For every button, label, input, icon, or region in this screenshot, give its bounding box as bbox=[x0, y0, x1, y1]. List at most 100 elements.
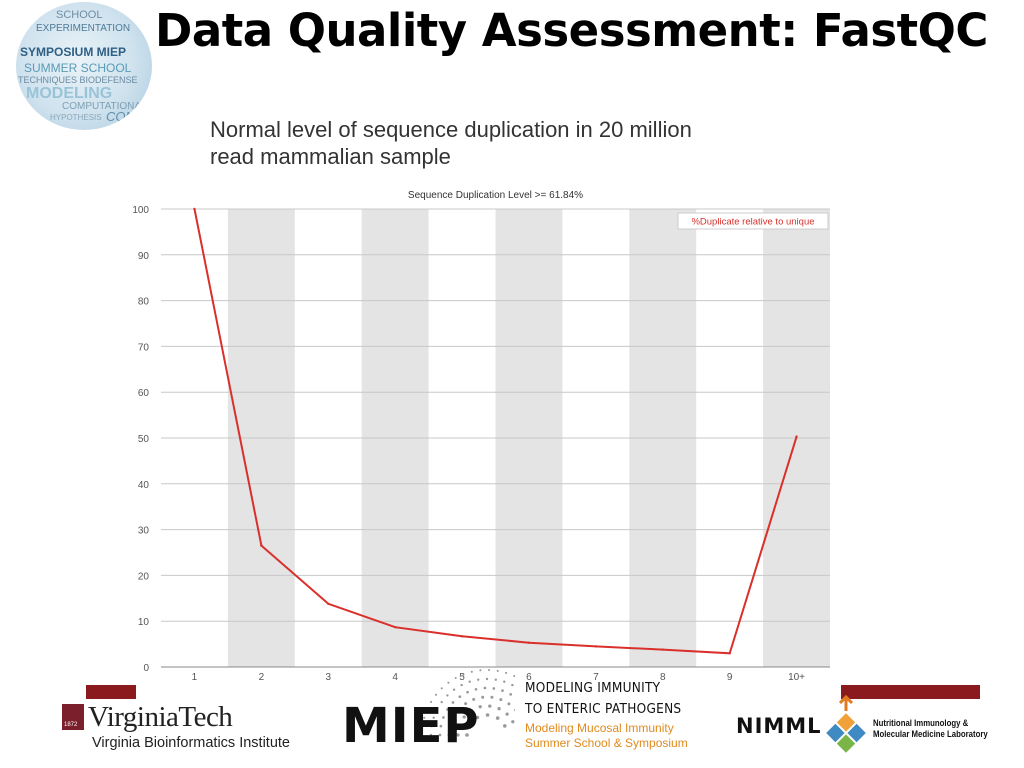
data-point bbox=[795, 435, 798, 438]
slide-subtitle: Normal level of sequence duplication in … bbox=[210, 116, 810, 170]
data-point bbox=[393, 625, 397, 629]
virginia-tech-logo: 1872 VirginiaTech bbox=[62, 701, 233, 734]
vt-seal-icon: 1872 bbox=[62, 704, 84, 730]
x-tick-label: 2 bbox=[259, 672, 265, 683]
x-tick-label: 8 bbox=[660, 672, 666, 683]
nimml-subtitle-line: Nutritional Immunology & bbox=[873, 718, 969, 729]
decorative-dot bbox=[513, 674, 515, 678]
decorative-dot bbox=[468, 680, 471, 683]
x-tick-label: 7 bbox=[593, 672, 599, 683]
decorative-dot bbox=[430, 700, 433, 703]
decorative-dot bbox=[458, 695, 462, 699]
decorative-dot bbox=[470, 670, 473, 673]
decorative-dot bbox=[483, 686, 487, 690]
decorative-dot bbox=[487, 668, 491, 672]
legend-entry: %Duplicate relative to unique bbox=[691, 217, 814, 228]
decorative-dot bbox=[447, 733, 451, 737]
data-point bbox=[728, 652, 731, 655]
decorative-dot bbox=[454, 676, 457, 680]
nimml-wordmark: NIMML bbox=[736, 714, 822, 738]
decorative-dot bbox=[465, 733, 469, 737]
decorative-dot bbox=[478, 705, 482, 709]
footer-accent-bar bbox=[841, 685, 980, 699]
footer-accent-bar bbox=[86, 685, 136, 699]
decorative-dot bbox=[472, 697, 476, 701]
x-tick-label: 4 bbox=[392, 672, 398, 683]
decorative-dot bbox=[448, 724, 452, 728]
miep-subtitle-line: Summer School & Symposium bbox=[525, 736, 688, 750]
decorative-dot bbox=[488, 704, 492, 708]
symposium-word-cloud-logo: SCHOOL EXPERIMENTATION SYMPOSIUM MIEP SU… bbox=[16, 2, 152, 130]
decorative-dot bbox=[460, 683, 463, 687]
decorative-dot bbox=[457, 723, 462, 728]
data-point bbox=[260, 544, 263, 547]
decorative-dot bbox=[462, 673, 465, 676]
decorative-dot bbox=[447, 681, 450, 684]
decorative-dot bbox=[451, 715, 455, 719]
decorative-dot bbox=[468, 723, 472, 727]
decorative-dot bbox=[496, 669, 499, 672]
decorative-dot bbox=[477, 678, 480, 681]
decorative-dot bbox=[420, 733, 424, 737]
vt-wordmark: VirginiaTech bbox=[88, 701, 233, 733]
decorative-dot bbox=[479, 669, 482, 672]
y-tick-label: 20 bbox=[138, 571, 150, 582]
decorative-dot bbox=[511, 683, 514, 687]
decorative-dot bbox=[442, 716, 445, 719]
x-tick-label: 1 bbox=[192, 672, 198, 683]
slide-title: Data Quality Assessment: FastQC bbox=[155, 4, 988, 57]
duplication-level-chart: 0 10 20 30 40 50 60 70 80 90 100 1 2 3 4 5 6 7 8 9 10+ Sequen… bbox=[132, 190, 830, 683]
subtitle-line: Normal level of sequence duplication in … bbox=[210, 117, 692, 142]
legend-box bbox=[677, 212, 829, 230]
y-tick-label: 0 bbox=[143, 663, 149, 674]
y-tick-label: 90 bbox=[138, 251, 150, 262]
y-tick-label: 80 bbox=[138, 297, 150, 308]
decorative-dot bbox=[446, 694, 449, 697]
decorative-dot bbox=[464, 702, 468, 706]
miep-logo: MIEP bbox=[342, 698, 480, 754]
decorative-dot bbox=[492, 687, 496, 690]
decorative-dot bbox=[446, 708, 449, 711]
series-line bbox=[193, 208, 798, 655]
decorative-dot bbox=[430, 725, 433, 728]
decorative-dot bbox=[434, 693, 438, 696]
y-tick-label: 30 bbox=[138, 526, 150, 537]
decorative-dot bbox=[505, 671, 508, 674]
logo-word: TECHNIQUES BIODEFENSE bbox=[18, 75, 138, 85]
decorative-dot bbox=[440, 687, 443, 690]
decorative-dot bbox=[435, 708, 439, 711]
decorative-dot bbox=[499, 698, 503, 702]
data-point bbox=[594, 645, 598, 648]
decorative-dot bbox=[507, 702, 511, 706]
logo-word: SYMPOSIUM MIEP bbox=[20, 45, 127, 59]
nimml-subtitle-line: Molecular Medicine Laboratory bbox=[873, 729, 988, 740]
decorative-dot bbox=[481, 695, 485, 699]
decorative-dot bbox=[485, 677, 489, 681]
decorative-dot bbox=[466, 690, 469, 694]
decorative-dot bbox=[497, 707, 501, 711]
miep-subtitle-line: Modeling Mucosal Immunity bbox=[525, 721, 674, 735]
miep-title-line: TO ENTERIC PATHOGENS bbox=[525, 701, 682, 717]
decorative-dot bbox=[451, 701, 455, 704]
y-tick-label: 60 bbox=[138, 388, 150, 399]
data-point bbox=[661, 648, 664, 651]
x-tick-label: 6 bbox=[526, 672, 532, 683]
y-tick-label: 70 bbox=[138, 342, 150, 353]
decorative-dot bbox=[439, 724, 443, 728]
decorative-dot bbox=[494, 678, 497, 681]
logo-word: SUMMER SCHOOL bbox=[24, 61, 132, 75]
logo-word: SCHOOL bbox=[56, 9, 103, 21]
decorative-dot bbox=[432, 716, 435, 719]
decorative-dot bbox=[421, 725, 424, 728]
decorative-dot bbox=[514, 708, 515, 712]
decorative-dot bbox=[438, 733, 442, 737]
logo-word: HYPOTHESIS bbox=[50, 113, 102, 122]
nimml-emblem-icon bbox=[826, 694, 866, 753]
decorative-dot bbox=[503, 680, 506, 683]
chart-title: Sequence Duplication Level >= 61.84% bbox=[408, 190, 583, 201]
decorative-dot bbox=[462, 715, 466, 719]
y-tick-label: 50 bbox=[138, 434, 150, 445]
decorative-dot bbox=[429, 733, 433, 737]
decorative-dot bbox=[485, 713, 490, 717]
x-tick-label: 9 bbox=[727, 672, 733, 683]
